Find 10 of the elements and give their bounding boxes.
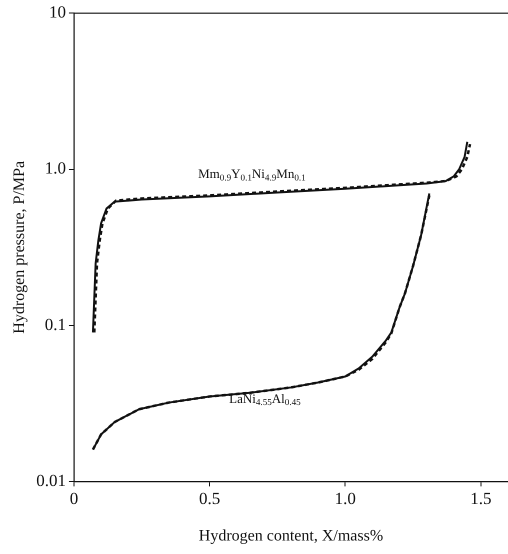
x-tick-label: 0 bbox=[70, 489, 78, 508]
y-tick-label: 1.0 bbox=[44, 158, 66, 178]
y-tick-label: 10 bbox=[48, 2, 66, 22]
x-axis-title: Hydrogen content, X/mass% bbox=[198, 528, 384, 545]
x-tick-label: 0.5 bbox=[198, 489, 220, 508]
x-tick-label: 1.5 bbox=[470, 489, 492, 508]
x-tick-label: 1.0 bbox=[334, 489, 356, 508]
y-axis-title: Hydrogen pressure, P/MPa bbox=[10, 160, 28, 334]
y-tick-label: 0.01 bbox=[36, 470, 66, 490]
y-tick-label: 0.1 bbox=[44, 314, 66, 334]
